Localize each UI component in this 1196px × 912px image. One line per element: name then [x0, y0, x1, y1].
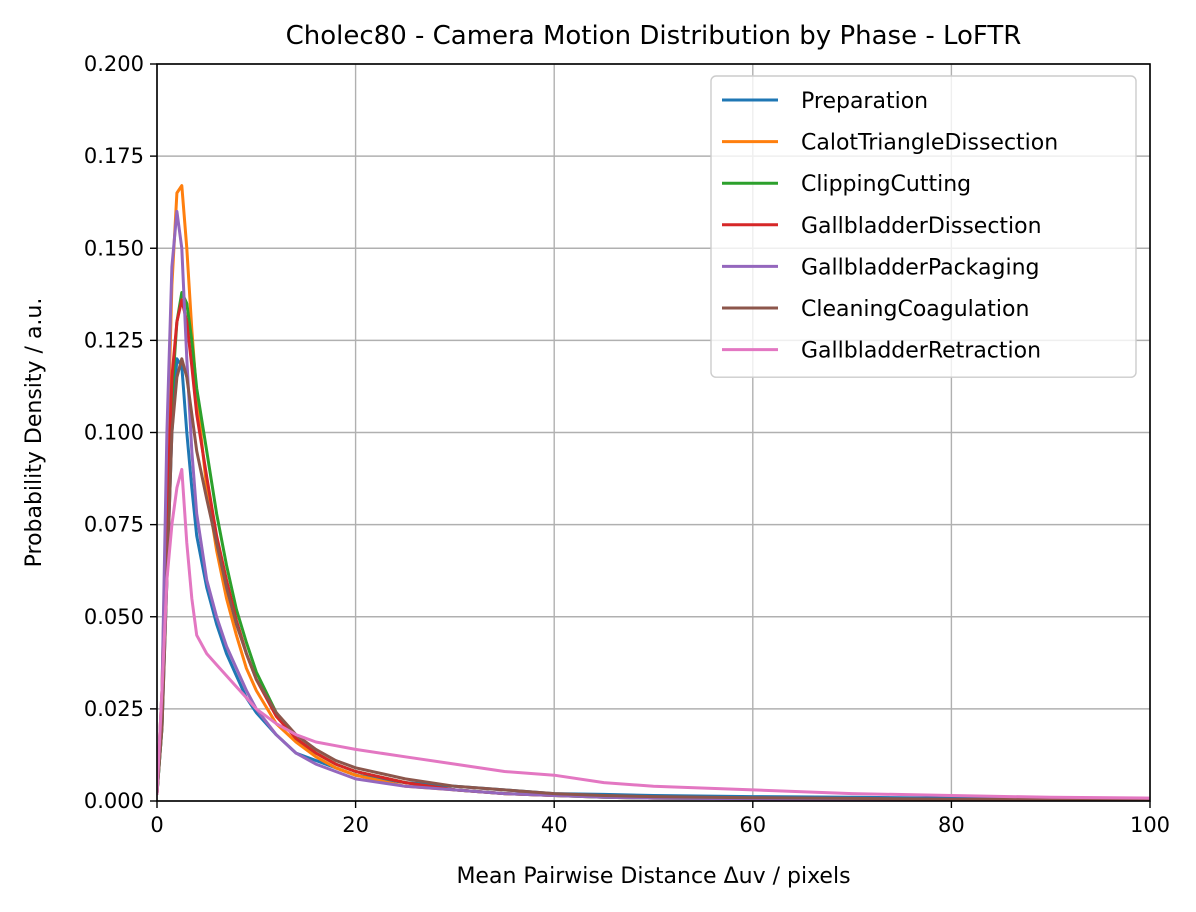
x-tick-label: 100 [1130, 813, 1170, 837]
y-tick-label: 0.025 [84, 697, 144, 721]
legend-box [710, 75, 1137, 378]
legend-label-calot-triangle-dissection: CalotTriangleDissection [801, 131, 1058, 156]
legend-label-preparation: Preparation [801, 89, 928, 114]
y-tick-label: 0.100 [84, 421, 144, 445]
ticks-layer: 0 20 40 60 80 100 0.000 0.025 0.050 0.075 0.100 0.1… [84, 52, 1170, 837]
chart-title: Cholec80 - Camera Motion Distribution by… [286, 21, 1022, 51]
y-tick-label: 0.175 [84, 144, 144, 168]
y-tick-label: 0.150 [84, 236, 144, 260]
x-tick-label: 0 [150, 813, 163, 837]
x-tick-label: 20 [342, 813, 369, 837]
legend-label-gallbladder-packaging: GallbladderPackaging [801, 255, 1040, 280]
y-axis-label: Probability Density / a.u. [22, 298, 47, 568]
series-line-cleaning-coagulation [157, 357, 1150, 801]
x-tick-label: 80 [938, 813, 965, 837]
y-tick-label: 0.200 [84, 52, 144, 76]
legend-label-gallbladder-retraction: GallbladderRetraction [801, 339, 1041, 364]
legend-label-cleaning-coagulation: CleaningCoagulation [801, 297, 1029, 322]
y-tick-label: 0.050 [84, 605, 144, 629]
y-tick-label: 0.000 [84, 789, 144, 813]
y-tick-label: 0.075 [84, 513, 144, 537]
x-axis-label: Mean Pairwise Distance Δuv / pixels [456, 864, 850, 889]
series-line-gallbladder-retraction [157, 467, 1150, 800]
legend-label-gallbladder-dissection: GallbladderDissection [801, 214, 1042, 239]
legend: Preparation CalotTriangleDissection Clippi… [710, 75, 1137, 378]
x-tick-label: 40 [541, 813, 568, 837]
series-layer [157, 184, 1150, 801]
y-tick-label: 0.125 [84, 328, 144, 352]
legend-label-clipping-cutting: ClippingCutting [801, 172, 971, 197]
x-tick-label: 60 [739, 813, 766, 837]
